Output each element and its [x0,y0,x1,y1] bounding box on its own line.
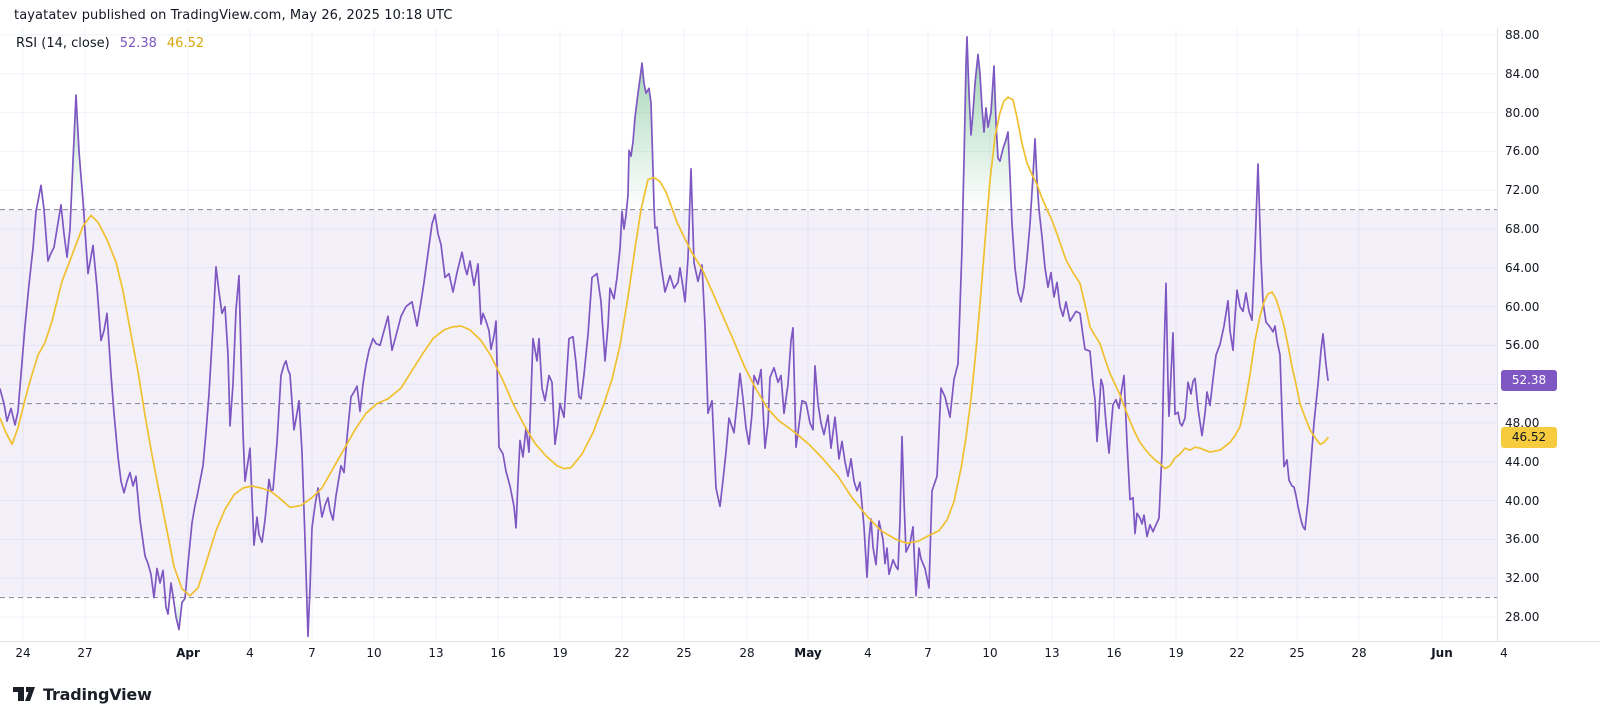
time-axis-label: 7 [308,646,316,660]
time-axis-label: 27 [77,646,93,660]
tradingview-wordmark[interactable]: TradingView [43,684,152,704]
tradingview-logo-icon[interactable] [12,682,36,706]
price-axis-label: 68.00 [1505,222,1540,236]
time-axis-label: 7 [924,646,932,660]
time-axis-label: 19 [552,646,568,660]
legend-rsi-value: 52.38 [119,36,157,51]
time-axis-label: 25 [1289,646,1305,660]
price-axis-label: 80.00 [1505,105,1540,120]
legend-ma-value: 46.52 [166,36,205,51]
price-scale[interactable]: 52.38 46.52 28.00 32.00 36.00 40.00 44.00 48.… [1497,0,1600,667]
time-axis-label: 28 [739,646,755,660]
time-axis-label: Jun [1431,646,1453,660]
price-axis-label: 44.00 [1505,454,1540,469]
attribution-text: tayatatev published on TradingView.com, … [14,8,453,23]
time-axis-label: 22 [614,646,630,660]
price-axis-label: 28.00 [1505,610,1540,624]
time-axis-label: May [794,646,822,660]
time-axis-label: 25 [676,646,692,660]
time-scale[interactable]: 24 27 Apr 4 7 10 13 16 19 22 25 28 May 4 7 10 13 16 19 22 25… [0,641,1600,667]
time-axis-label: 19 [1168,646,1184,660]
time-axis-label: Apr [176,646,200,660]
rsi-price-badge: 52.38 [1501,370,1557,391]
price-axis-label: 88.00 [1505,28,1540,42]
time-axis-label: 10 [366,646,382,660]
time-axis-label: 13 [428,646,444,660]
price-axis-label: 56.00 [1505,338,1540,353]
price-axis-label: 84.00 [1505,66,1540,81]
time-axis-label: 4 [1500,646,1508,660]
time-axis-label: 4 [246,646,254,660]
price-axis-label: 36.00 [1505,532,1540,547]
time-axis-label: 28 [1351,646,1367,660]
price-axis-label: 48.00 [1505,416,1540,430]
time-axis-label: 16 [490,646,506,660]
price-axis-label: 76.00 [1505,144,1540,159]
time-axis-label: 22 [1229,646,1245,660]
price-axis-label: 40.00 [1505,493,1540,508]
time-axis-label: 4 [864,646,872,660]
price-axis-label: 64.00 [1505,260,1540,275]
price-axis-label: 72.00 [1505,183,1540,198]
ma-price-badge: 46.52 [1501,426,1557,448]
rsi-plot[interactable] [0,0,1497,641]
time-axis-label: 10 [982,646,998,660]
time-axis-label: 16 [1106,646,1122,660]
price-scale-border [1497,28,1498,641]
price-axis-label: 60.00 [1505,299,1540,314]
footer: TradingView [12,682,152,706]
time-axis-label: 24 [15,646,31,660]
time-axis-label: 13 [1044,646,1060,660]
indicator-title[interactable]: RSI (14, close) [16,36,110,51]
chart-region: RSI (14, close) 52.38 46.52 52.38 46.52 … [0,0,1600,667]
time-scale-border [0,641,1600,642]
indicator-legend: RSI (14, close) 52.38 46.52 [16,36,204,51]
price-axis-label: 32.00 [1505,571,1540,586]
